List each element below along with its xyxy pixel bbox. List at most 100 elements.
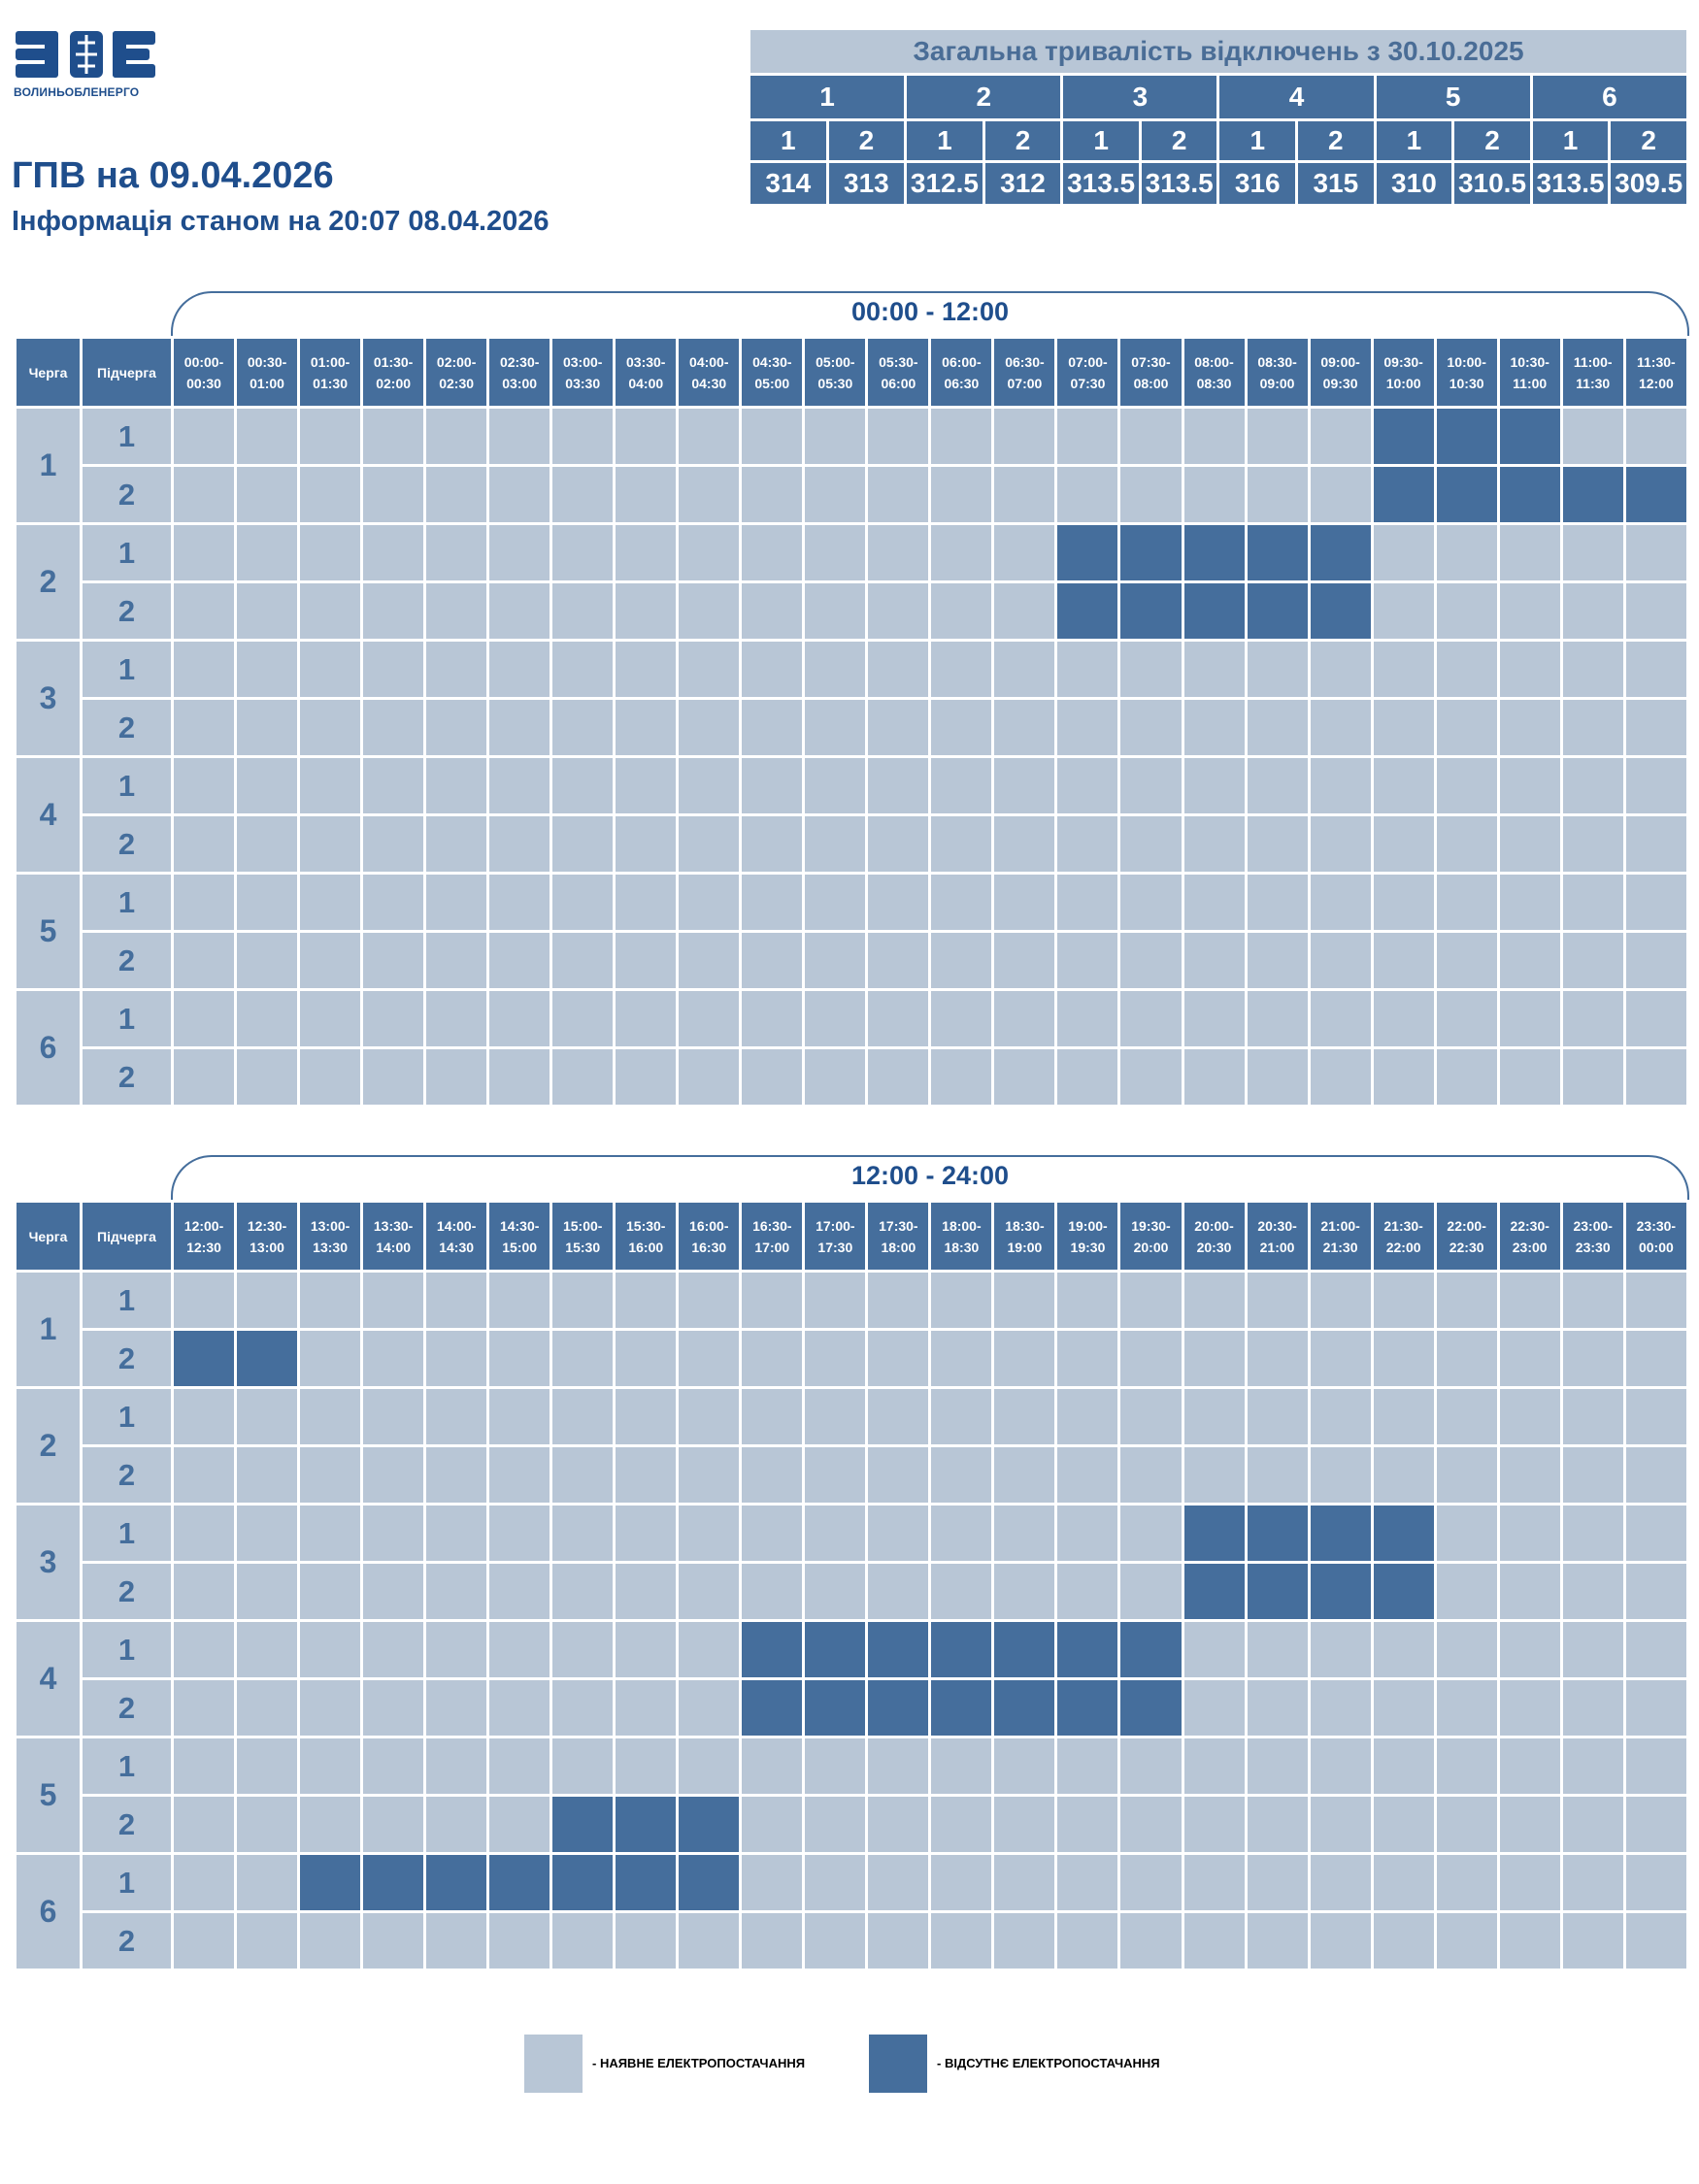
time-slot-header: 05:00- 05:30 — [802, 336, 869, 409]
slot-cell-power — [739, 1328, 806, 1389]
slot-cell-power — [991, 1736, 1058, 1797]
slot-cell-power — [360, 1736, 427, 1797]
slot-end: 09:30 — [1322, 375, 1358, 391]
slot-cell-power — [865, 1503, 932, 1564]
slot-start: 10:30- — [1510, 353, 1549, 370]
subqueue-number: 1 — [80, 406, 174, 467]
slot-cell-power — [1117, 1444, 1184, 1506]
slot-cell-power — [486, 1794, 553, 1855]
subqueue-number: 2 — [80, 1794, 174, 1855]
slot-cell-power — [928, 1444, 995, 1506]
slot-cell-power — [1496, 872, 1563, 933]
slot-cell-power — [802, 639, 869, 700]
slot-cell-power — [1244, 1736, 1311, 1797]
slot-cell-power — [1181, 1910, 1248, 1971]
slot-cell-outage — [1433, 406, 1500, 467]
summary-subqueue-header: 1 — [1060, 118, 1142, 163]
slot-cell-power — [1181, 988, 1248, 1049]
summary-value: 309.5 — [1608, 160, 1689, 207]
slot-end: 04:30 — [691, 375, 727, 391]
slot-cell-power — [234, 1386, 301, 1447]
slot-cell-power — [234, 522, 301, 583]
slot-cell-power — [928, 988, 995, 1049]
slot-cell-power — [739, 755, 806, 816]
slot-start: 15:00- — [562, 1217, 603, 1234]
summary-queue-header: 5 — [1373, 73, 1533, 121]
slot-cell-power — [1622, 1852, 1690, 1913]
slot-cell-power — [613, 988, 680, 1049]
slot-cell-outage — [676, 1852, 743, 1913]
slot-cell-outage — [1370, 1503, 1437, 1564]
time-slot-header: 11:00- 11:30 — [1559, 336, 1626, 409]
slot-cell-power — [865, 1046, 932, 1108]
slot-cell-power — [928, 813, 995, 875]
slot-cell-power — [170, 1561, 238, 1622]
slot-start: 07:30- — [1131, 353, 1171, 370]
slot-cell-power — [865, 1386, 932, 1447]
subqueue-number: 2 — [80, 464, 174, 525]
slot-cell-power — [928, 522, 995, 583]
slot-cell-power — [802, 988, 869, 1049]
slot-cell-power — [423, 1444, 490, 1506]
time-slot-header: 06:00- 06:30 — [928, 336, 995, 409]
slot-cell-power — [423, 1386, 490, 1447]
summary-value: 312.5 — [904, 160, 985, 207]
slot-cell-power — [1559, 1046, 1626, 1108]
subqueue-number: 2 — [80, 580, 174, 642]
slot-cell-power — [613, 464, 680, 525]
slot-cell-power — [360, 1910, 427, 1971]
slot-cell-power — [676, 1386, 743, 1447]
slot-cell-power — [676, 755, 743, 816]
subqueue-number: 1 — [80, 1270, 174, 1331]
time-slot-header: 19:30- 20:00 — [1117, 1200, 1184, 1273]
slot-cell-power — [1433, 1503, 1500, 1564]
slot-start: 15:30- — [626, 1217, 666, 1234]
slot-cell-power — [550, 1910, 616, 1971]
slot-cell-power — [1307, 988, 1374, 1049]
time-slot-header: 10:30- 11:00 — [1496, 336, 1563, 409]
summary-subqueue-header: 1 — [904, 118, 985, 163]
slot-cell-power — [360, 580, 427, 642]
slot-cell-power — [1622, 1561, 1690, 1622]
subqueue-number: 1 — [80, 988, 174, 1049]
slot-cell-power — [1307, 1677, 1374, 1738]
slot-cell-power — [802, 1561, 869, 1622]
slot-cell-power — [991, 1852, 1058, 1913]
slot-start: 04:00- — [689, 353, 729, 370]
slot-cell-power — [1054, 1270, 1121, 1331]
slot-end: 20:30 — [1196, 1239, 1232, 1255]
slot-cell-power — [1433, 988, 1500, 1049]
slot-cell-power — [1244, 1444, 1311, 1506]
slot-cell-power — [676, 1736, 743, 1797]
summary-value: 313 — [825, 160, 908, 207]
slot-cell-power — [1559, 639, 1626, 700]
slot-cell-power — [676, 1619, 743, 1680]
slot-cell-power — [1622, 988, 1690, 1049]
subqueue-number: 2 — [80, 1677, 174, 1738]
slot-start: 06:30- — [1005, 353, 1045, 370]
slot-cell-power — [297, 639, 364, 700]
slot-cell-outage — [1054, 1677, 1121, 1738]
slot-cell-power — [613, 1046, 680, 1108]
slot-cell-power — [676, 522, 743, 583]
slot-cell-power — [991, 930, 1058, 991]
slot-cell-power — [1181, 1444, 1248, 1506]
slot-cell-power — [1054, 639, 1121, 700]
slot-start: 00:00- — [183, 353, 224, 370]
slot-cell-power — [1559, 406, 1626, 467]
slot-cell-power — [1181, 1677, 1248, 1738]
schedule-row: 2 — [16, 464, 1690, 525]
slot-cell-power — [613, 406, 680, 467]
slot-cell-power — [1559, 1328, 1626, 1389]
slot-start: 12:00- — [183, 1217, 224, 1234]
slot-cell-power — [360, 464, 427, 525]
slot-cell-power — [1559, 813, 1626, 875]
slot-cell-power — [1622, 697, 1690, 758]
slot-cell-power — [486, 639, 553, 700]
slot-cell-outage — [1244, 580, 1311, 642]
slot-cell-power — [486, 1677, 553, 1738]
queue-number: 1 — [14, 406, 83, 525]
slot-cell-power — [170, 1619, 238, 1680]
slot-cell-power — [1370, 1328, 1437, 1389]
